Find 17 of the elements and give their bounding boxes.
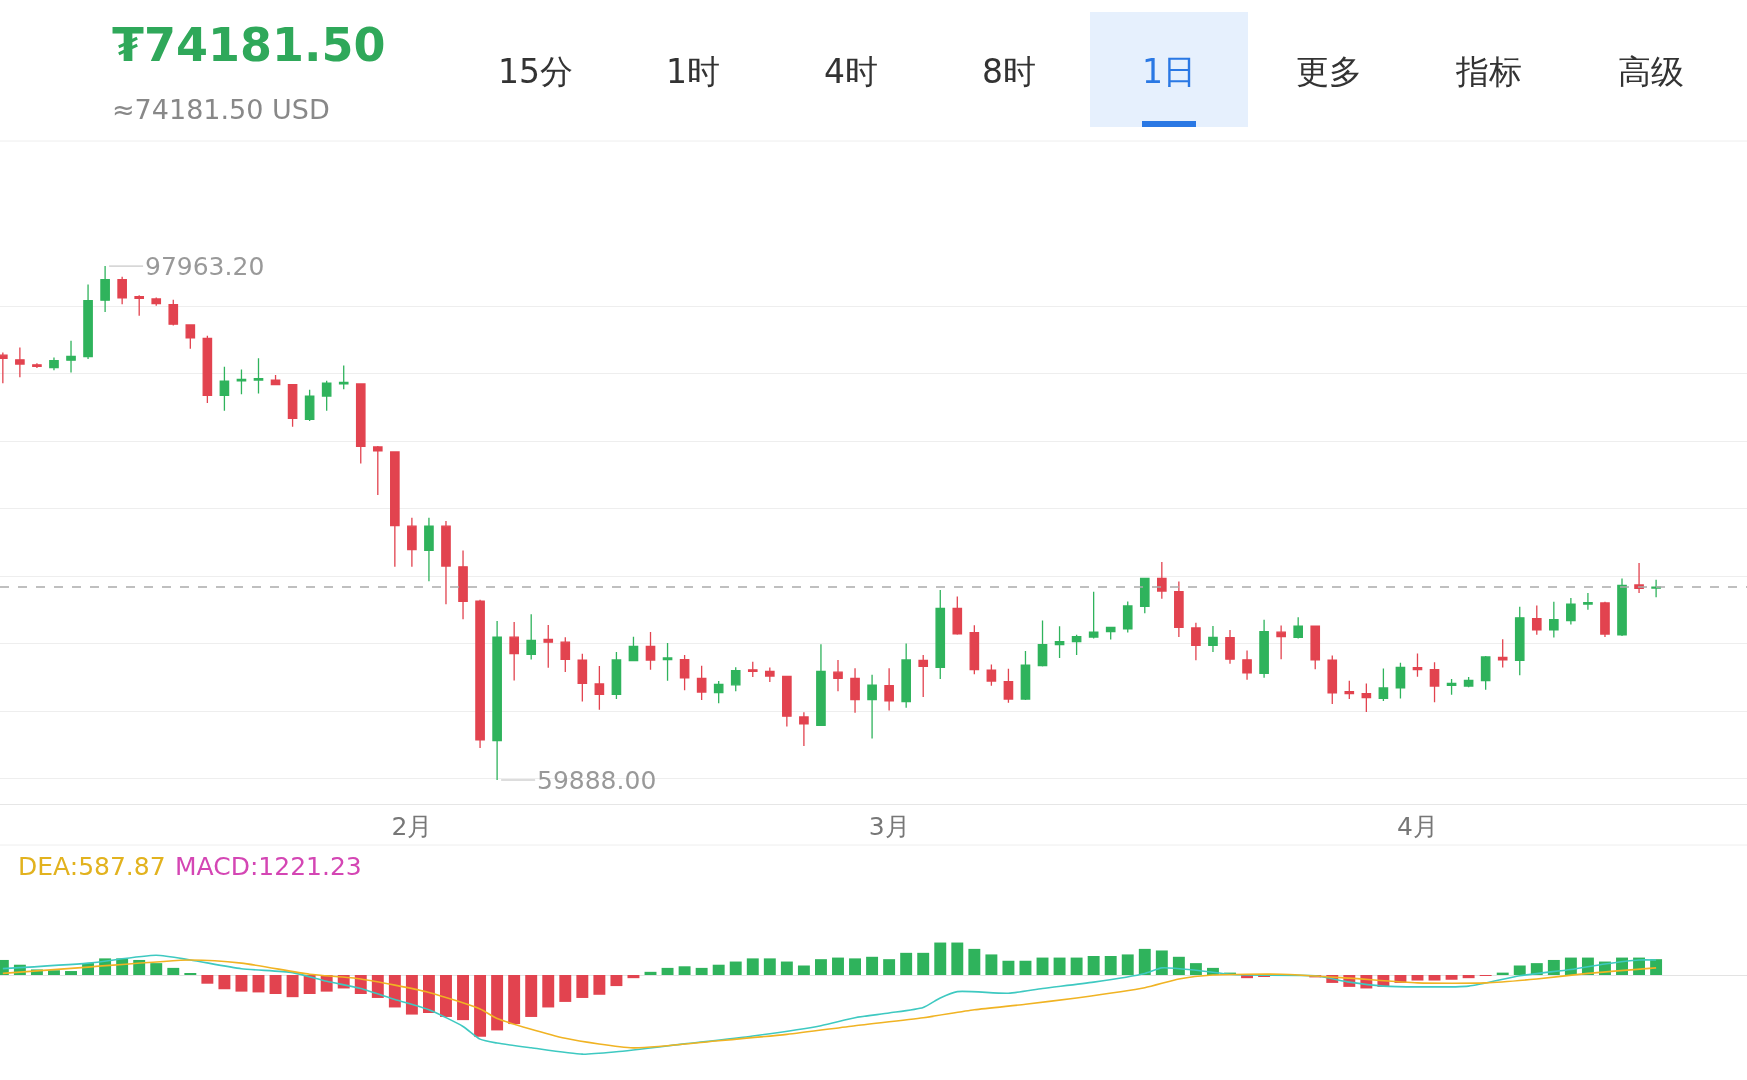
text: 1时 bbox=[666, 52, 720, 91]
text: 更多 bbox=[1296, 52, 1362, 91]
text: ≈74181.50 USD bbox=[112, 94, 330, 125]
text: MACD:1221.23 bbox=[175, 852, 362, 881]
text: 8时 bbox=[982, 52, 1036, 91]
text: 指标 bbox=[1455, 52, 1522, 91]
annotation: 59888.00 bbox=[537, 766, 657, 795]
text: 高级 bbox=[1618, 52, 1684, 91]
x-tick-label: 2月 bbox=[391, 812, 433, 841]
x-tick-label: 4月 bbox=[1397, 812, 1438, 841]
x-tick-label: 3月 bbox=[868, 812, 910, 841]
annotation: 97963.20 bbox=[145, 252, 265, 281]
text: 1日 bbox=[1142, 52, 1196, 91]
text: ₮74181.50 bbox=[112, 18, 386, 72]
text: DEA:587.87 bbox=[18, 852, 166, 881]
text: 4时 bbox=[824, 52, 878, 91]
text: 15分 bbox=[498, 52, 573, 91]
